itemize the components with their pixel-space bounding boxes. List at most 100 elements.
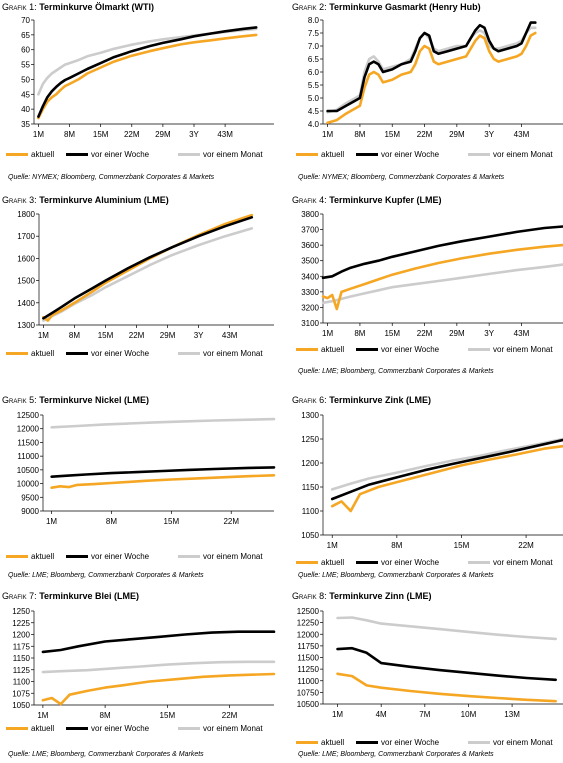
y-tick-label: 3800 [301, 210, 319, 219]
x-tick-label: 1M [322, 130, 333, 139]
y-tick-label: 10750 [297, 688, 320, 697]
chart-legend: aktuell vor einer Woche vor einem Monat [296, 345, 563, 357]
x-tick-label: 1M [37, 711, 48, 720]
y-tick-label: 60 [21, 46, 30, 55]
legend-swatch [296, 561, 318, 564]
legend-item-monat: vor einem Monat [468, 558, 553, 567]
legend-label: vor einem Monat [493, 558, 553, 567]
chart-panel-6: Grafik 6: Terminkurve Zink (LME) 1050 1100… [292, 395, 563, 583]
series-line-monat [41, 660, 276, 674]
x-tick-label: 8M [354, 329, 365, 338]
legend-swatch [468, 153, 490, 156]
legend-item-aktuell: aktuell [296, 150, 344, 159]
series-line-monat [50, 417, 276, 429]
chart-number: 3: [26, 195, 40, 205]
legend-item-monat: vor einem Monat [178, 150, 263, 159]
legend-item-aktuell: aktuell [296, 345, 344, 354]
y-tick-label: 12000 [297, 630, 320, 639]
legend-swatch [468, 741, 490, 744]
chart-prefix: Grafik [292, 591, 317, 601]
series-line-aktuell [41, 672, 276, 706]
legend-item-woche: vor einer Woche [66, 150, 149, 159]
chart-legend: aktuell vor einer Woche vor einem Monat [6, 724, 282, 736]
legend-label: aktuell [31, 724, 55, 733]
legend-swatch [178, 153, 200, 156]
y-tick-label: 8.0 [308, 16, 320, 25]
legend-label: vor einem Monat [493, 738, 553, 747]
legend-item-aktuell: aktuell [6, 724, 54, 733]
series-line-aktuell [321, 243, 563, 311]
legend-swatch [66, 352, 88, 355]
chart-panel-5: Grafik 5: Terminkurve Nickel (LME) 9000 95… [2, 395, 282, 583]
x-tick-label: 15M [98, 331, 114, 340]
chart-legend: aktuell vor einer Woche vor einem Monat [6, 552, 282, 564]
legend-label: aktuell [321, 558, 345, 567]
legend-item-aktuell: aktuell [296, 558, 344, 567]
y-tick-label: 9500 [21, 493, 39, 502]
y-tick-label: 50 [21, 75, 30, 84]
chart-legend: aktuell vor einer Woche vor einem Monat [296, 150, 563, 162]
series-line-woche [336, 646, 557, 682]
y-tick-label: 3400 [301, 272, 319, 281]
legend-label: aktuell [321, 150, 345, 159]
chart-plot: 10500 10750 11000 11250 11500 11750 12000 12250… [297, 607, 563, 719]
x-tick-label: 1M [327, 541, 338, 550]
chart-number: 8: [316, 591, 330, 601]
y-tick-label: 35 [21, 120, 30, 129]
chart-number: 6: [316, 395, 330, 405]
y-tick-label: 1600 [17, 254, 35, 263]
x-tick-label: 8M [391, 541, 402, 550]
legend-label: vor einem Monat [203, 724, 263, 733]
legend-swatch [356, 741, 378, 744]
chart-panel-1: Grafik 1: Terminkurve Ölmarkt (WTI) 35 40 4… [2, 2, 282, 186]
y-tick-label: 5.0 [308, 94, 320, 103]
chart-title-text: Terminkurve Kupfer (LME) [329, 195, 442, 205]
chart-legend: aktuell vor einer Woche vor einem Monat [296, 738, 563, 750]
y-tick-label: 11000 [17, 452, 39, 461]
legend-item-woche: vor einer Woche [356, 738, 439, 747]
y-tick-label: 6.5 [308, 55, 320, 64]
y-tick-label: 11250 [297, 665, 319, 674]
legend-swatch [178, 555, 200, 558]
x-tick-label: 29M [155, 130, 171, 139]
x-tick-label: 8M [64, 130, 75, 139]
chart-title-text: Terminkurve Ölmarkt (WTI) [39, 2, 155, 12]
chart-source: Quelle: LME; Bloomberg, Commerzbank Corp… [298, 572, 494, 579]
legend-label: aktuell [321, 345, 345, 354]
y-tick-label: 3200 [301, 303, 319, 312]
x-tick-label: 15M [93, 130, 109, 139]
y-tick-label: 40 [21, 105, 30, 114]
series-line-monat [336, 616, 557, 641]
chart-plot: 1050 1100 1150 1200 1250 1300 1M 8M 15M 22M [301, 411, 563, 550]
series-line-monat [321, 263, 563, 305]
y-tick-label: 9000 [21, 507, 39, 516]
x-tick-label: 3Y [189, 130, 199, 139]
x-tick-label: 1M [38, 331, 49, 340]
series-line-monat [42, 227, 254, 322]
legend-item-aktuell: aktuell [6, 552, 54, 561]
chart-title: Grafik 3: Terminkurve Aluminium (LME) [2, 195, 169, 205]
y-tick-label: 1175 [13, 642, 31, 651]
y-tick-label: 12500 [297, 607, 320, 616]
chart-number: 4: [316, 195, 330, 205]
y-tick-label: 1050 [301, 531, 319, 540]
x-tick-label: 22M [222, 711, 238, 720]
legend-item-monat: vor einem Monat [468, 345, 553, 354]
legend-swatch [296, 741, 318, 744]
y-tick-label: 1700 [17, 232, 35, 241]
chart-prefix: Grafik [292, 395, 317, 405]
legend-swatch [6, 352, 28, 355]
x-tick-label: 22M [223, 517, 239, 526]
chart-title-text: Terminkurve Gasmarkt (Henry Hub) [329, 2, 481, 12]
chart-panel-4: Grafik 4: Terminkurve Kupfer (LME) 3100 32… [292, 195, 563, 379]
y-tick-label: 5.5 [308, 81, 320, 90]
chart-plot: 35 40 45 50 55 60 65 70 1M 8M 15M 22M 29M 3Y 43M [21, 16, 274, 139]
chart-title: Grafik 6: Terminkurve Zink (LME) [292, 395, 431, 405]
legend-label: aktuell [31, 349, 55, 358]
x-tick-label: 29M [449, 130, 465, 139]
x-tick-label: 22M [417, 130, 433, 139]
chart-title: Grafik 4: Terminkurve Kupfer (LME) [292, 195, 442, 205]
chart-title-text: Terminkurve Zink (LME) [329, 395, 432, 405]
legend-swatch [66, 727, 88, 730]
chart-title-text: Terminkurve Zinn (LME) [329, 591, 432, 601]
